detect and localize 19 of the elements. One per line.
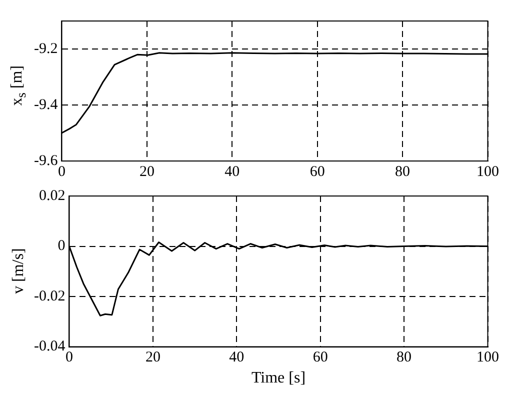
x-tick-label: 80	[396, 350, 412, 366]
x-tick-label: 40	[229, 350, 244, 366]
x-tick-label: 40	[224, 164, 240, 180]
y-tick-label: -9.2	[34, 40, 58, 57]
x-tick-label: 100	[476, 350, 499, 366]
y-tick-label: 0	[58, 238, 66, 254]
x-tick-label: 60	[312, 350, 328, 366]
x-axis-title: Time [s]	[251, 370, 306, 387]
y-tick-label: -9.4	[34, 96, 58, 113]
y-tick-label: -9.6	[34, 152, 58, 169]
x-tick-label: 20	[139, 164, 154, 180]
x-tick-label: 20	[145, 350, 160, 366]
y-axis-title: v [m/s]	[10, 248, 28, 294]
x-tick-label: 100	[476, 164, 499, 180]
y-tick-label: 0.02	[38, 188, 66, 204]
y-tick-label: -0.02	[34, 288, 66, 304]
x-tick-label: 60	[310, 164, 325, 180]
y-tick-label: -0.04	[34, 338, 66, 355]
x-tick-label: 80	[395, 164, 410, 180]
